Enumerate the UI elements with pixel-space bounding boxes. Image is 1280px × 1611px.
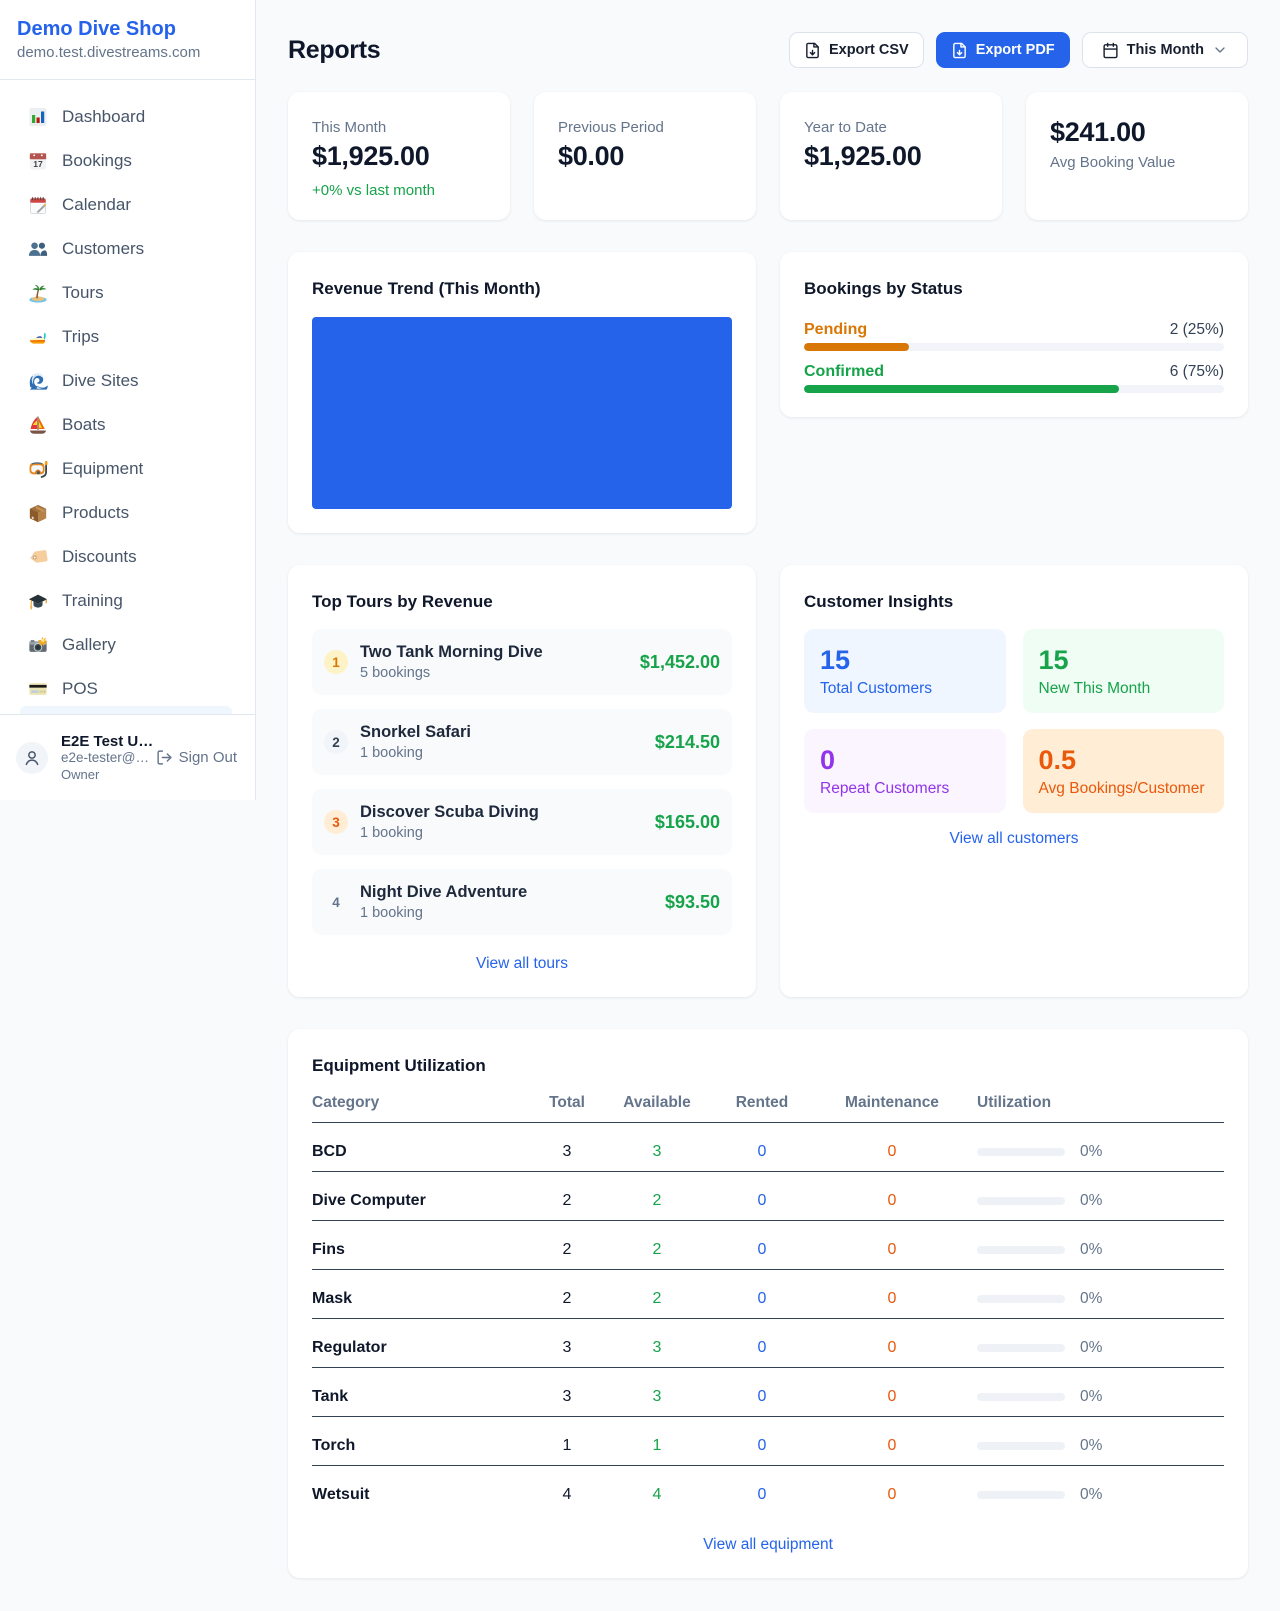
svg-text:17: 17 (33, 159, 43, 169)
